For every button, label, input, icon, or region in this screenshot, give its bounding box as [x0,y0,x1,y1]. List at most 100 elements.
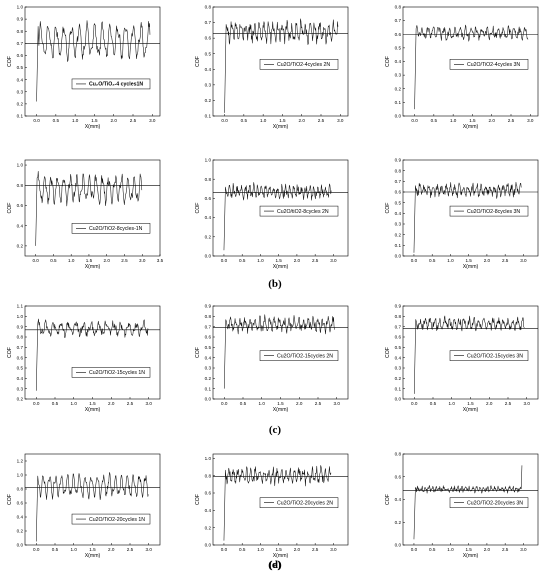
y-axis-label: COF [385,56,391,67]
legend-entry: Cu2O/TiO2-4cycles 2N [277,62,330,68]
y-tick-label: 0.5 [17,366,24,371]
x-axis-label: X(mm) [85,553,101,559]
y-tick-label: 0.2 [17,243,24,248]
y-tick-label: 0.0 [395,114,402,119]
plot-frame [212,453,349,546]
x-tick-label: 2.0 [486,401,493,406]
x-tick-label: 0.0 [33,401,40,406]
x-tick-label: 0.5 [52,547,59,552]
x-tick-label: 0.5 [430,401,437,406]
y-axis-label: COF [385,203,391,214]
y-tick-label: 0.6 [395,474,402,479]
x-tick-label: 1.0 [450,118,457,123]
x-tick-label: 3.0 [520,547,527,552]
x-tick-label: 0.0 [33,118,40,123]
legend-entry: Cu2O/TiO2-8cycles-1N [89,226,143,232]
x-tick-label: 2.5 [312,547,319,552]
y-tick-label: 0.2 [395,376,402,381]
y-tick-label: 0.4 [17,376,24,381]
y-tick-label: 0.5 [395,345,402,350]
plot-frame [212,159,349,257]
x-tick-label: 0.5 [239,258,246,263]
x-tick-label: 3.0 [520,258,527,263]
y-tick-label: 0.3 [205,82,212,87]
x-tick-label: 1.0 [71,401,78,406]
x-axis-label: X(mm) [463,124,479,130]
y-tick-label: 0.9 [17,17,24,22]
x-tick-label: 2.0 [489,118,496,123]
y-tick-label: 0.3 [395,366,402,371]
y-tick-label: 0.4 [395,497,402,502]
x-tick-label: 0.5 [241,118,248,123]
y-tick-label: 0.6 [395,190,402,195]
y-tick-label: 0.0 [395,254,402,259]
y-axis-label: COF [195,203,201,214]
cof-series-line [36,20,151,102]
y-tick-label: 0.8 [205,473,212,478]
legend-entry: Cu2O/tiO2-8cycles 2N [277,209,329,215]
x-tick-label: 2.5 [502,547,509,552]
y-tick-label: 0.0 [205,543,212,548]
x-tick-label: 1.5 [275,547,282,552]
y-tick-label: 0.5 [205,345,212,350]
legend-box [449,205,529,217]
cof-series-line [413,181,522,253]
cof-chart: 0.2 0.4 0.6 0.8 1.0 0.0 0.5 1.0 1.5 2.0 2.5 3.0 3.5 X… [7,159,164,270]
x-tick-label: 3.0 [139,258,146,263]
y-tick-label: 0.8 [17,487,24,492]
x-tick-label: 1.5 [86,258,93,263]
x-tick-label: 2.5 [318,118,325,123]
x-tick-label: 1.5 [467,401,474,406]
y-tick-label: 0.6 [17,501,24,506]
x-tick-label: 2.0 [111,118,118,123]
y-tick-label: 0.4 [395,59,402,64]
y-tick-label: 1.0 [17,5,24,10]
x-tick-label: 2.0 [296,401,303,406]
y-tick-label: 0.8 [17,183,24,188]
y-tick-label: 1.0 [205,158,212,163]
y-tick-label: 0.5 [205,51,212,56]
y-tick-label: 0.7 [17,41,24,46]
x-tick-label: 0.5 [53,118,60,123]
x-tick-label: 0.5 [431,118,438,123]
y-tick-label: 0.4 [17,515,24,520]
x-axis-label: X(mm) [463,407,479,413]
x-tick-label: 3.0 [149,118,156,123]
x-tick-label: 1.5 [89,547,96,552]
plot-frame [24,305,161,400]
y-tick-label: 0.0 [395,397,402,402]
cof-series-line [413,315,525,394]
plot-frame [24,6,161,117]
x-tick-label: 0.0 [411,118,418,123]
y-tick-label: 0.8 [205,177,212,182]
y-tick-label: 0.1 [395,100,402,105]
y-tick-label: 0.6 [205,491,212,496]
x-tick-label: 3.0 [330,547,337,552]
cof-chart: 0.0 0.1 0.2 0.3 0.4 0.5 0.6 0.7 0.8 0.9 0.0 0.5 1.0 1… [195,304,349,413]
x-tick-label: 2.5 [502,258,509,263]
y-tick-label: 0.9 [17,324,24,329]
cof-series-line [35,170,143,246]
x-tick-label: 0.0 [221,401,228,406]
x-tick-label: 2.5 [312,258,319,263]
y-tick-label: 0.6 [17,355,24,360]
y-tick-label: 0.8 [395,314,402,319]
x-axis-label: X(mm) [273,264,289,270]
y-axis-label: COF [385,494,391,505]
y-axis-label: COF [195,347,201,358]
y-tick-label: 0.7 [395,324,402,329]
legend-box [449,59,529,70]
y-tick-label: 0.7 [205,20,212,25]
y-tick-label: 0.0 [205,254,212,259]
cof-series-line [35,318,149,391]
legend-box [71,513,151,525]
y-tick-label: 0.2 [17,397,24,402]
x-tick-label: 2.0 [299,118,306,123]
y-tick-label: 0.2 [395,232,402,237]
y-tick-label: 0.8 [17,29,24,34]
x-tick-label: 1.0 [71,547,78,552]
y-tick-label: 0.7 [395,179,402,184]
y-tick-label: 0.2 [395,520,402,525]
x-axis-label: X(mm) [273,553,289,559]
legend-entry: Cu2O/TiO2-15cycles 3N [467,353,523,359]
